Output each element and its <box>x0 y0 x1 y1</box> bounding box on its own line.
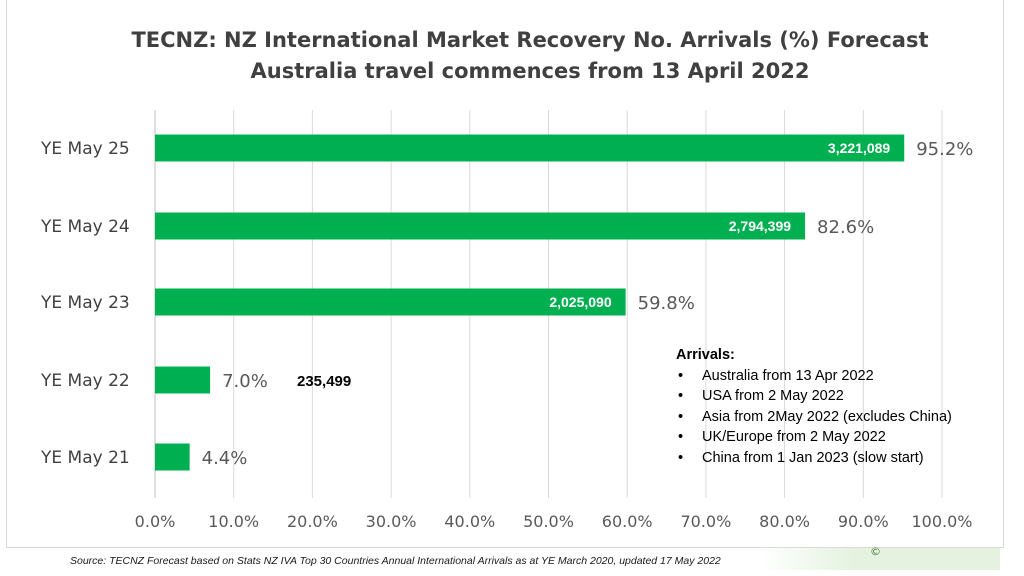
percent-label: 4.4% <box>202 448 248 469</box>
x-tick-label: 40.0% <box>444 512 495 531</box>
x-tick-label: 80.0% <box>759 512 810 531</box>
bar <box>155 134 905 162</box>
bar <box>155 288 626 316</box>
notes-title: Arrivals: <box>676 347 735 363</box>
category-label: YE May 23 <box>40 293 130 313</box>
bar <box>155 212 806 240</box>
chart-subtitle: Australia travel commences from 13 April… <box>251 59 810 83</box>
labels: 0.0% 10.0% 20.0% 30.0% 40.0% 50.0% 60.0% 70.0% 8… <box>40 139 973 531</box>
source-note: Source: TECNZ Forecast based on Stats NZ… <box>70 555 721 567</box>
arrivals-notes: Arrivals: Australia from 13 Apr 2022 USA… <box>676 345 996 468</box>
arrivals-count-label: 3,221,089 <box>828 140 890 156</box>
bar-chart: TECNZ: NZ International Market Recovery … <box>40 28 973 531</box>
chart-title: TECNZ: NZ International Market Recovery … <box>131 28 928 52</box>
notes-item: Asia from 2May 2022 (excludes China) <box>676 407 996 428</box>
notes-item: USA from 2 May 2022 <box>676 386 996 407</box>
arrivals-count-label: 2,025,090 <box>549 294 611 310</box>
x-tick-label: 50.0% <box>523 512 574 531</box>
notes-item: UK/Europe from 2 May 2022 <box>676 427 996 448</box>
x-tick-label: 90.0% <box>838 512 889 531</box>
notes-item: China from 1 Jan 2023 (slow start) <box>676 448 996 469</box>
x-tick-label: 10.0% <box>208 512 259 531</box>
x-tick-label: 100.0% <box>911 512 972 531</box>
percent-label: 7.0% <box>222 371 268 392</box>
arrivals-count-label: 235,499 <box>297 373 351 390</box>
bar <box>155 366 211 394</box>
notes-list: Australia from 13 Apr 2022 USA from 2 Ma… <box>676 366 996 469</box>
x-tick-label: 70.0% <box>680 512 731 531</box>
category-label: YE May 22 <box>40 371 130 391</box>
chart-frame: TECNZ: NZ International Market Recovery … <box>6 0 1004 548</box>
category-label: YE May 21 <box>40 448 130 468</box>
arrivals-count-label: 2,794,399 <box>729 218 791 234</box>
x-tick-label: 20.0% <box>287 512 338 531</box>
x-tick-label: 0.0% <box>135 512 176 531</box>
percent-label: 59.8% <box>638 293 695 314</box>
category-label: YE May 25 <box>40 139 130 159</box>
bars <box>155 134 905 471</box>
notes-item: Australia from 13 Apr 2022 <box>676 366 996 387</box>
decorative-strip <box>760 548 1000 570</box>
percent-label: 95.2% <box>916 139 973 160</box>
bar <box>155 443 190 471</box>
x-tick-label: 30.0% <box>366 512 417 531</box>
x-tick-label: 60.0% <box>602 512 653 531</box>
category-label: YE May 24 <box>40 217 130 237</box>
percent-label: 82.6% <box>817 217 874 238</box>
corner-mark: © <box>870 545 881 558</box>
